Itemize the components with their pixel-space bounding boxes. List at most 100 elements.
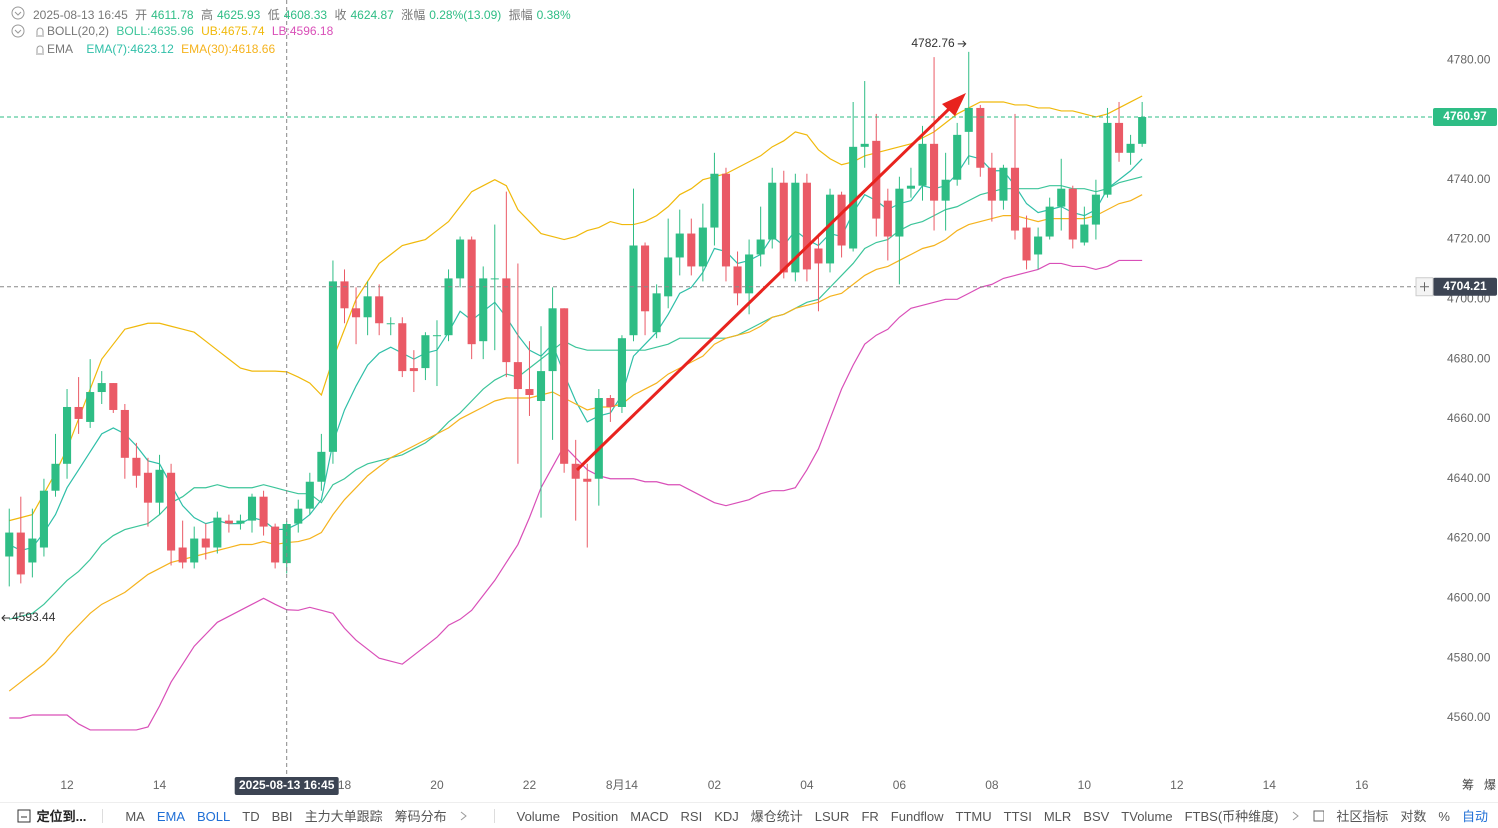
last-price-label: 4760.97 bbox=[1443, 109, 1487, 123]
bell-icon[interactable] bbox=[36, 27, 44, 37]
candle-body bbox=[190, 538, 199, 563]
candle-body bbox=[687, 233, 696, 267]
candle-body bbox=[698, 227, 707, 267]
candle-body bbox=[1010, 167, 1020, 231]
candle-body bbox=[548, 308, 557, 372]
candle-body bbox=[502, 278, 511, 363]
candle-body bbox=[155, 469, 164, 503]
candle-body bbox=[1138, 117, 1147, 144]
candle-body bbox=[941, 179, 950, 201]
candle-body bbox=[317, 451, 326, 482]
toolbar-item[interactable]: BBI bbox=[271, 809, 293, 824]
candle-body bbox=[525, 389, 534, 396]
toolbar-item[interactable]: % bbox=[1438, 809, 1450, 824]
toolbar-item[interactable]: TTMU bbox=[955, 809, 992, 824]
toolbar-item[interactable]: 社区指标 bbox=[1336, 809, 1389, 824]
candle-body bbox=[918, 143, 927, 186]
candle-body bbox=[1057, 188, 1066, 207]
candle-body bbox=[259, 496, 268, 527]
chart: 4560.00 4580.00 4600.00 4620.00 4640.00 4660.… bbox=[0, 0, 1497, 795]
collapse-icon[interactable] bbox=[11, 6, 25, 20]
candle-body bbox=[802, 182, 811, 270]
y-tick-label: 4680.00 bbox=[1447, 351, 1491, 365]
candle-body bbox=[883, 200, 892, 237]
legend-entry: EMA(7):4623.12 bbox=[86, 42, 174, 56]
toolbar-item[interactable]: LSUR bbox=[814, 809, 850, 824]
toolbar-item[interactable]: 爆仓统计 bbox=[750, 809, 803, 824]
toolbar-item[interactable]: MLR bbox=[1043, 809, 1072, 824]
candle-body bbox=[1114, 122, 1124, 153]
candle-body bbox=[456, 239, 465, 279]
min-label: 4593.44 bbox=[12, 610, 56, 624]
toolbar-item[interactable]: Position bbox=[571, 809, 619, 824]
toolbar-item[interactable]: TVolume bbox=[1121, 809, 1173, 824]
candle-body bbox=[641, 245, 650, 312]
min-arrow bbox=[1, 614, 10, 622]
candle-body bbox=[213, 517, 222, 548]
more-arrow[interactable] bbox=[459, 810, 468, 822]
trend-arrowhead bbox=[942, 93, 966, 116]
candle-body bbox=[1091, 194, 1100, 225]
legend-entry: UB:4675.74 bbox=[201, 24, 265, 38]
candle-body bbox=[51, 463, 60, 491]
candle-body bbox=[756, 239, 765, 255]
toolbar-item[interactable]: KDJ bbox=[714, 809, 739, 824]
candle-body bbox=[421, 335, 430, 369]
candle-body bbox=[895, 188, 904, 237]
toolbar-item[interactable]: MA bbox=[125, 809, 145, 824]
toolbar-item[interactable]: RSI bbox=[680, 809, 703, 824]
toolbar-item[interactable]: MACD bbox=[630, 809, 669, 824]
crosshair-x-label: 2025-08-13 16:45 bbox=[239, 778, 335, 792]
toolbar-item[interactable]: Fundflow bbox=[890, 809, 944, 824]
candle-body bbox=[305, 481, 314, 509]
more-arrow[interactable] bbox=[1291, 810, 1300, 822]
toolbar: 定位到... MA EMA BOLL TD BBI 主力大单跟踪 筹码分布 Volume Po… bbox=[0, 802, 1498, 828]
candle-body bbox=[143, 472, 153, 503]
x-tick-label: 20 bbox=[430, 778, 444, 792]
indicator-title: EMA bbox=[47, 42, 74, 56]
toolbar-item[interactable]: Volume bbox=[516, 809, 560, 824]
toolbar-item[interactable]: 对数 bbox=[1400, 809, 1427, 824]
candle-body bbox=[513, 362, 522, 390]
candle-body bbox=[733, 266, 742, 294]
x-tick-label: 18 bbox=[338, 778, 352, 792]
locate-button[interactable]: 定位到... bbox=[36, 809, 87, 824]
toolbar-item[interactable]: BOLL bbox=[197, 809, 231, 824]
candle-body bbox=[444, 278, 453, 336]
candle-body bbox=[282, 523, 291, 564]
candle-body bbox=[629, 245, 638, 336]
value: 4624.87 bbox=[350, 8, 394, 22]
label: 开 bbox=[135, 8, 148, 22]
toolbar-item[interactable]: 主力大单跟踪 bbox=[304, 809, 383, 824]
candle-body bbox=[594, 398, 603, 479]
toolbar-item[interactable]: TD bbox=[242, 809, 260, 824]
candle-body bbox=[132, 457, 141, 476]
toolbar-item[interactable]: BSV bbox=[1083, 809, 1110, 824]
value: 4611.78 bbox=[151, 8, 194, 22]
x-tick-label: 10 bbox=[1078, 778, 1092, 792]
crosshair-add-icon bbox=[1420, 282, 1429, 292]
candle-body bbox=[328, 281, 337, 452]
toolbar-item[interactable]: 筹码分布 bbox=[394, 809, 447, 824]
candle-body bbox=[953, 134, 962, 180]
y-tick-label: 4620.00 bbox=[1447, 531, 1491, 545]
toolbar-item[interactable]: FTBS(币种维度) bbox=[1184, 809, 1279, 824]
time: 2025-08-13 16:45 bbox=[33, 8, 128, 22]
label: 高 bbox=[200, 8, 213, 22]
candle-body bbox=[74, 406, 83, 419]
candle-body bbox=[398, 323, 407, 372]
value: 0.28%(13.09) bbox=[429, 8, 502, 22]
toolbar-item[interactable]: TTSI bbox=[1003, 809, 1032, 824]
candle-body bbox=[1022, 227, 1031, 261]
community-icon bbox=[1313, 810, 1325, 821]
bell-icon[interactable] bbox=[36, 45, 44, 55]
locate-icon bbox=[17, 809, 31, 822]
collapse-icon[interactable] bbox=[11, 24, 25, 38]
toolbar-item[interactable]: 自动 bbox=[1461, 809, 1488, 824]
toolbar-item[interactable]: FR bbox=[861, 809, 879, 824]
chevron bbox=[14, 11, 22, 16]
toolbar-item[interactable]: EMA bbox=[156, 809, 185, 824]
candle-body bbox=[1126, 143, 1135, 153]
candle-body bbox=[16, 532, 25, 575]
candle-body bbox=[271, 526, 280, 563]
